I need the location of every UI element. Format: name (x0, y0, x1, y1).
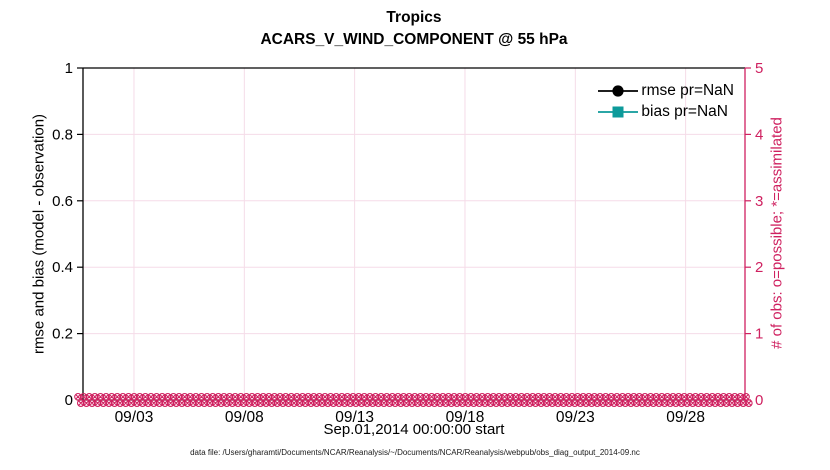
bias-line-marker-icon (598, 106, 639, 117)
legend-label-rmse: rmse pr=NaN (641, 81, 734, 99)
right-tick-label: 2 (755, 259, 763, 276)
plot-title-region: Tropics (386, 9, 442, 26)
x-axis-label: Sep.01,2014 00:00:00 start (323, 421, 505, 438)
plot-title-variable: ACARS_V_WIND_COMPONENT @ 55 hPa (260, 31, 568, 48)
right-tick-label: 3 (755, 193, 763, 210)
left-tick-label: 0.2 (52, 326, 73, 343)
legend-row-bias: bias pr=NaN (597, 101, 734, 122)
x-tick-label: 09/03 (115, 409, 154, 426)
left-axis-label: rmse and bias (model - observation) (30, 113, 48, 355)
obs-count-markers (74, 392, 753, 407)
left-tick-label: 0.6 (52, 193, 73, 210)
legend-row-rmse: rmse pr=NaN (597, 80, 734, 101)
left-tick-label: 0 (65, 392, 73, 409)
x-tick-label: 09/18 (446, 409, 485, 426)
legend-label-bias: bias pr=NaN (641, 102, 728, 120)
left-tick-label: 0.8 (52, 126, 73, 143)
x-tick-label: 09/28 (666, 409, 705, 426)
right-axis-label: # of obs: o=possible; *=assimilated (768, 117, 786, 349)
x-tick-label: 09/08 (225, 409, 264, 426)
right-tick-label: 5 (755, 60, 763, 77)
grid-layer (83, 68, 745, 400)
left-tick-label: 0.4 (52, 259, 73, 276)
rmse-line-marker-icon (598, 84, 639, 97)
right-tick-label: 1 (755, 326, 763, 343)
data-file-caption: data file: /Users/gharamti/Documents/NCA… (190, 448, 640, 457)
left-tick-label: 1 (65, 60, 73, 77)
legend: rmse pr=NaN bias pr=NaN (597, 80, 734, 122)
right-tick-label: 0 (755, 392, 763, 409)
x-tick-label: 09/23 (556, 409, 595, 426)
right-tick-label: 4 (755, 126, 763, 143)
x-tick-label: 09/13 (335, 409, 374, 426)
